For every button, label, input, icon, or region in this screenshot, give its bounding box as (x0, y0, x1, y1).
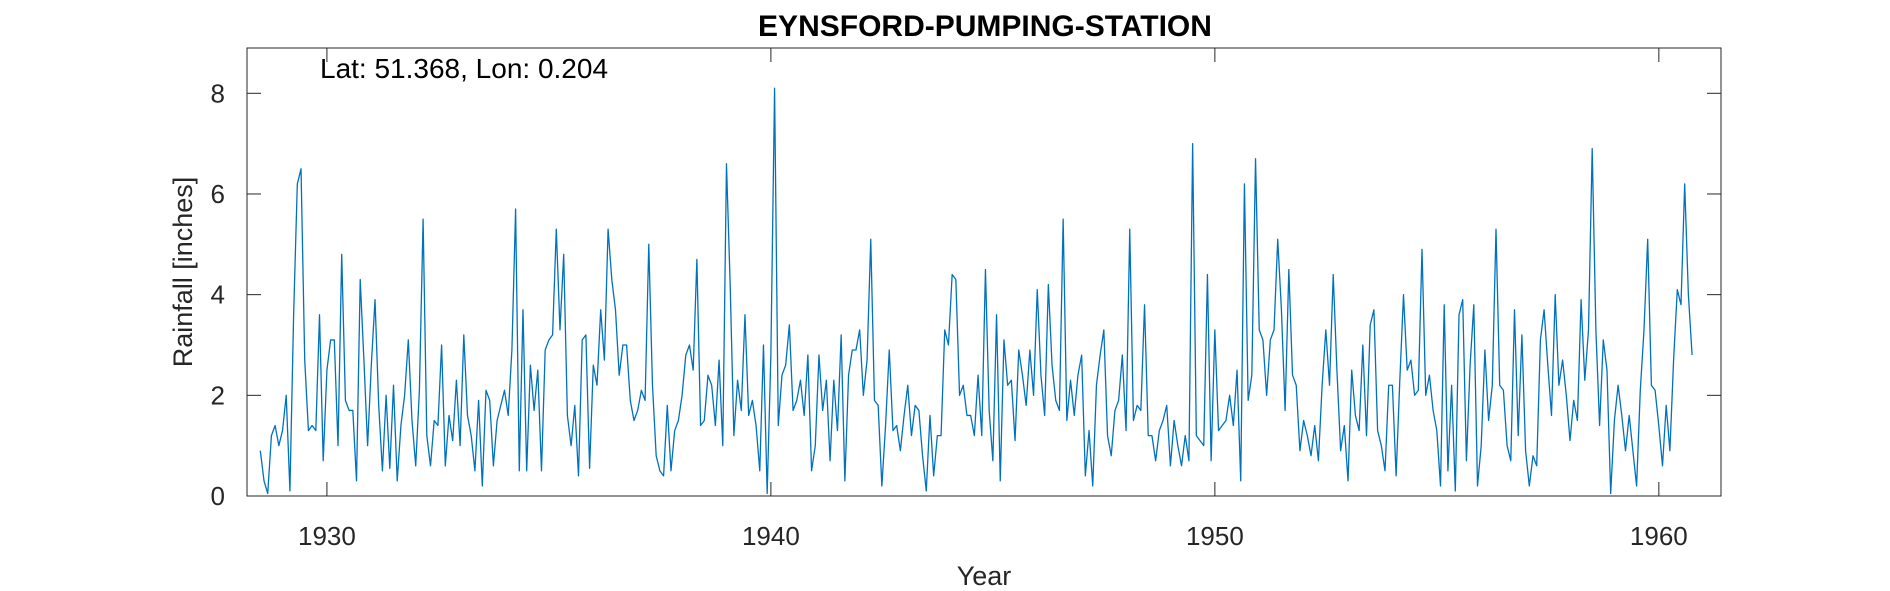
station-coordinates-annotation: Lat: 51.368, Lon: 0.204 (320, 53, 608, 84)
y-tick-label: 8 (211, 78, 225, 108)
chart-title: EYNSFORD-PUMPING-STATION (758, 10, 1212, 43)
x-tick-label: 1960 (1630, 521, 1688, 551)
x-tick-label: 1950 (1186, 521, 1244, 551)
y-tick-label: 4 (211, 280, 225, 310)
y-axis-ticks: 0 2 4 6 8 (211, 78, 1721, 511)
plot-frame (246, 47, 1722, 497)
x-axis-ticks: 1930 1940 1950 1960 (298, 48, 1688, 551)
rainfall-series-line (259, 87, 1693, 495)
y-tick-label: 6 (211, 179, 225, 209)
plot-area: 1930 1940 1950 1960 0 2 4 6 8 (211, 47, 1722, 551)
series-group (259, 87, 1693, 495)
x-tick-label: 1940 (742, 521, 800, 551)
x-axis-label: Year (957, 561, 1012, 591)
y-tick-label: 2 (211, 380, 225, 410)
y-tick-label: 0 (211, 481, 225, 511)
x-tick-label: 1930 (298, 521, 356, 551)
y-axis-label: Rainfall [inches] (168, 177, 198, 368)
